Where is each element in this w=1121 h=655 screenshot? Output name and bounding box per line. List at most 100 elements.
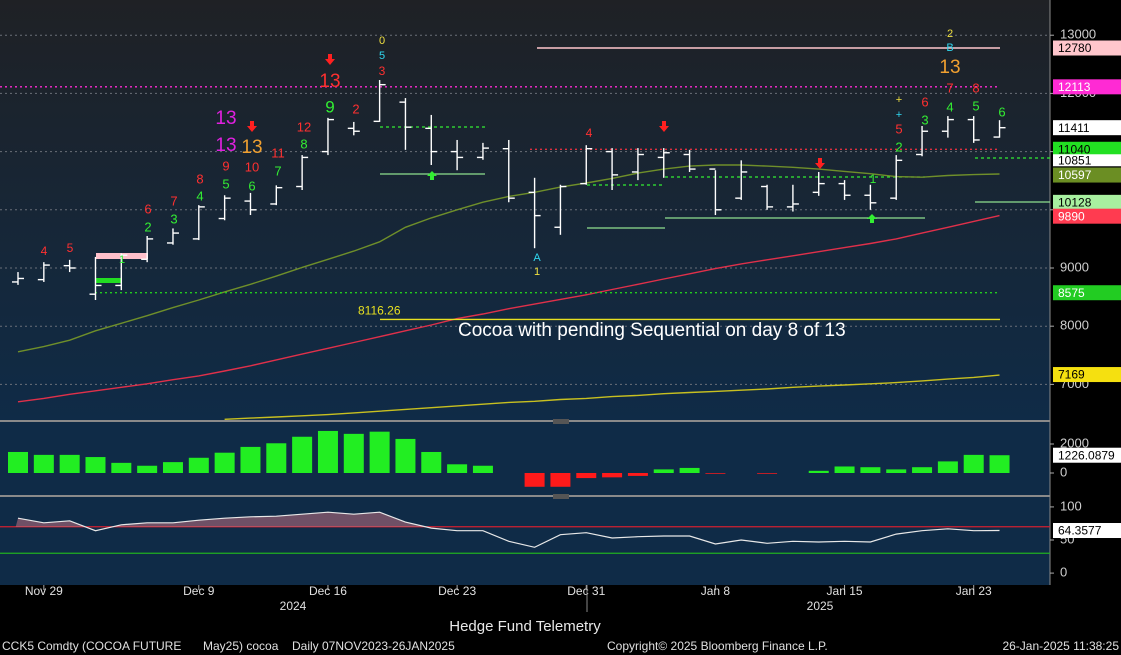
volume-bar — [162, 462, 183, 474]
x-tick-label: Dec 31 — [567, 584, 605, 598]
td-count: 6 — [921, 94, 928, 109]
x-axis-title: Hedge Fund Telemetry — [449, 618, 601, 635]
panel-handle — [553, 419, 569, 424]
volume-bar — [834, 466, 855, 474]
td-count: 2 — [352, 101, 359, 116]
volume-bar — [317, 430, 338, 474]
volume-bar — [59, 454, 80, 474]
td-count: 2 — [895, 139, 902, 154]
td-count: 7 — [274, 163, 281, 178]
td-count: 6 — [248, 178, 255, 193]
td-count: 13 — [241, 137, 262, 158]
price-tag-box — [1053, 447, 1121, 463]
td-count: 5 — [379, 50, 385, 62]
td-count: 4 — [41, 244, 48, 258]
y-tick-label: 0 — [1060, 565, 1067, 580]
price-tag: 9890 — [1058, 209, 1085, 223]
volume-bar — [111, 462, 132, 474]
volume-bar — [576, 473, 597, 479]
price-tag: 8575 — [1058, 286, 1085, 300]
td-count: 13 — [215, 108, 236, 129]
volume-bar — [937, 461, 958, 474]
td-count: + — [896, 109, 902, 121]
td-arrow-up — [867, 214, 877, 223]
volume-bar — [188, 457, 209, 474]
td-count: 7 — [946, 80, 953, 95]
y-tick-label: 13000 — [1060, 27, 1096, 42]
price-tag-box — [1053, 194, 1121, 210]
footer-contract: May25) cocoa — [203, 639, 279, 653]
rsi-panel — [0, 497, 1050, 585]
volume-bar — [214, 452, 235, 474]
footer-ticker: CCK5 Comdty (COCOA FUTURE — [2, 639, 181, 653]
td-count: 8 — [972, 80, 979, 95]
volume-bar — [679, 467, 700, 474]
td-count: 5 — [67, 241, 74, 255]
td-count: 5 — [222, 176, 229, 191]
td-count: 4 — [946, 99, 953, 114]
volume-bar — [343, 433, 364, 474]
chart-annotation: Cocoa with pending Sequential on day 8 o… — [458, 320, 846, 341]
rsi-fill — [15, 512, 427, 527]
td-count: 4 — [586, 126, 593, 140]
plot: 700080009000100001100012000130008116.26N… — [0, 27, 1121, 598]
price-tag-box — [1053, 154, 1121, 167]
td-count: 13 — [319, 71, 340, 92]
price-tag-box — [1053, 40, 1121, 56]
y-tick-label: 2000 — [1060, 435, 1089, 450]
volume-bar — [602, 473, 623, 478]
price-tag: 64.3577 — [1058, 524, 1102, 538]
year-label: 2024 — [280, 599, 307, 613]
td-count: 11 — [271, 145, 285, 160]
td-count: 3 — [170, 211, 177, 226]
price-tag: 11411 — [1058, 121, 1090, 135]
td-count: 3 — [379, 64, 386, 78]
td-marker — [96, 278, 122, 283]
volume-bar — [550, 473, 571, 487]
x-tick-label: Jan 8 — [701, 584, 731, 598]
volume-bar — [85, 457, 106, 474]
td-count: 1 — [119, 254, 125, 266]
price-tag: 1226.0879 — [1058, 448, 1115, 462]
x-tick-label: Jan 23 — [956, 584, 992, 598]
td-count: 5 — [895, 121, 902, 136]
td-count: 7 — [170, 193, 177, 208]
volume-bar — [369, 431, 390, 474]
volume-bar — [886, 469, 907, 474]
td-count: B — [946, 42, 953, 54]
td-count: 9 — [222, 158, 229, 173]
td-arrow-down — [325, 54, 335, 65]
y-tick-label: 100 — [1060, 498, 1082, 513]
rsi-line — [17, 511, 1000, 548]
level-label: 8116.26 — [358, 304, 401, 318]
td-count: 6 — [998, 104, 1005, 119]
price-tag-box — [1053, 79, 1121, 95]
price-tag-box — [1053, 367, 1121, 383]
volume-bar — [447, 464, 468, 474]
price-tag-box — [1053, 120, 1121, 136]
price-tag-box — [1053, 141, 1121, 157]
x-tick-label: Dec 16 — [309, 584, 347, 598]
td-arrow-down — [815, 158, 825, 169]
volume-bar — [963, 454, 984, 474]
volume-bar — [524, 473, 545, 487]
td-count: 2 — [947, 28, 953, 40]
volume-bar — [292, 436, 313, 474]
y-tick-label: 8000 — [1060, 318, 1089, 333]
price-tag: 10128 — [1058, 196, 1092, 210]
td-arrow-down — [247, 121, 257, 132]
td-count: 10 — [245, 159, 259, 174]
td-count: 13 — [215, 135, 236, 156]
volume-bar — [240, 446, 261, 474]
price-tag-box — [1053, 167, 1121, 183]
volume-bar — [472, 465, 493, 474]
y-tick-label: 0 — [1060, 464, 1067, 479]
volume-bar — [33, 454, 54, 474]
td-count: 9 — [325, 97, 334, 116]
y-tick-label: 9000 — [1060, 259, 1089, 274]
price-tag: 12780 — [1058, 41, 1092, 55]
year-label: 2025 — [807, 599, 834, 613]
x-tick-label: Nov 29 — [25, 584, 63, 598]
volume-bar — [266, 443, 287, 474]
price-tag: 12113 — [1058, 80, 1091, 94]
